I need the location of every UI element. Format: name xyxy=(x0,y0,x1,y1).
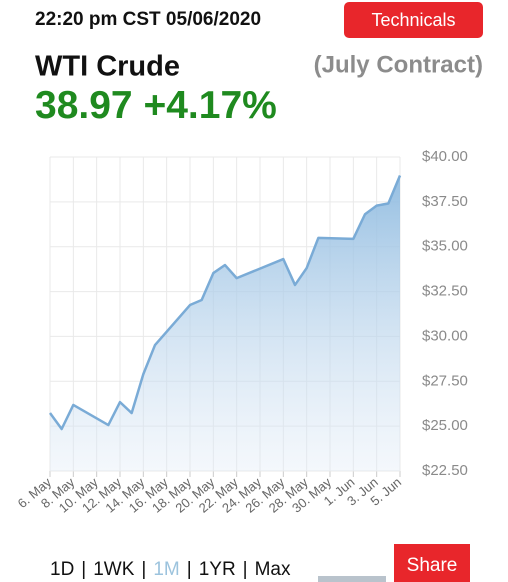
range-option[interactable]: Max xyxy=(255,559,291,580)
scroll-indicator xyxy=(318,576,386,582)
technicals-button-bg[interactable] xyxy=(344,2,483,38)
y-tick-label: $22.50 xyxy=(422,462,468,479)
technicals-button[interactable]: Technicals xyxy=(344,2,483,38)
separator: | xyxy=(141,559,146,580)
range-option[interactable]: 1YR xyxy=(199,559,236,580)
range-option[interactable]: 1WK xyxy=(93,559,135,580)
y-tick-label: $27.50 xyxy=(422,372,468,389)
share-button-bg[interactable] xyxy=(394,544,470,582)
share-button[interactable]: Share xyxy=(394,544,470,582)
range-selector: 1D | 1WK | 1M | 1YR | Max xyxy=(50,559,291,580)
quote: 38.97 +4.17% xyxy=(35,84,277,127)
y-tick-label: $32.50 xyxy=(422,283,468,300)
instrument-name: WTI Crude xyxy=(35,51,180,83)
separator: | xyxy=(243,559,248,580)
y-tick-label: $40.00 xyxy=(422,148,468,165)
timestamp: 22:20 pm CST 05/06/2020 xyxy=(35,9,261,30)
line xyxy=(48,174,402,431)
technicals-label[interactable]: Technicals xyxy=(371,10,455,30)
separator: | xyxy=(81,559,86,580)
range-option[interactable]: 1M xyxy=(153,559,179,580)
y-tick-label: $37.50 xyxy=(422,193,468,210)
contract: (July Contract) xyxy=(314,51,483,78)
area xyxy=(50,175,400,472)
range-option[interactable]: 1D xyxy=(50,559,74,580)
change: +4.17% xyxy=(143,84,276,127)
y-tick-label: $25.00 xyxy=(422,417,468,434)
price: 38.97 xyxy=(35,84,133,127)
separator: | xyxy=(187,559,192,580)
y-tick-label: $30.00 xyxy=(422,327,468,344)
y-tick-label: $35.00 xyxy=(422,238,468,255)
share-label[interactable]: Share xyxy=(407,555,458,576)
